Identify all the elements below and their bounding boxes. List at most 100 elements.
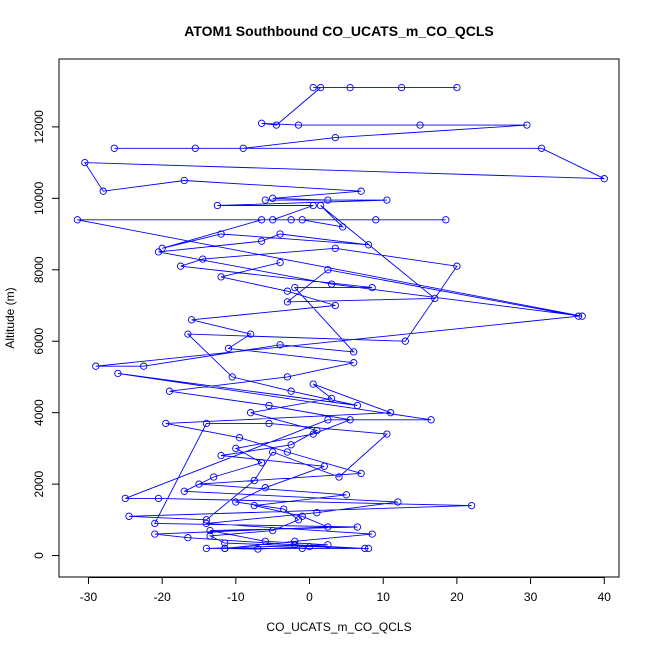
data-point (158, 244, 166, 252)
data-point (283, 373, 292, 381)
data-point (162, 419, 170, 428)
x-tick-label: 30 (524, 590, 538, 604)
data-point (239, 144, 247, 152)
data-point (364, 544, 373, 553)
data-point (283, 298, 292, 306)
x-axis: -30 -20 -10 0 10 20 30 40 (80, 577, 611, 604)
data-point (280, 505, 288, 513)
data-point (73, 216, 82, 224)
x-tick-label: 10 (377, 590, 391, 604)
data-point (81, 158, 89, 167)
data-point (257, 459, 266, 467)
data-point (235, 434, 244, 442)
data-point (394, 498, 402, 506)
data-point (320, 462, 328, 470)
data-point (453, 83, 461, 92)
data-point (416, 121, 424, 129)
data-point (364, 241, 373, 249)
data-point (298, 216, 306, 224)
data-point (180, 176, 188, 185)
data-point (335, 473, 343, 481)
data-point (309, 430, 317, 438)
data-point (232, 444, 240, 453)
y-tick-label: 6000 (32, 328, 46, 355)
data-point (537, 144, 546, 152)
data-point (316, 83, 325, 92)
data-point (578, 312, 586, 320)
chart-title: ATOM1 Southbound CO_UCATS_m_CO_QCLS (184, 23, 494, 39)
data-point (213, 201, 222, 210)
data-point (331, 133, 339, 142)
series-line (77, 87, 605, 550)
data-point (327, 394, 336, 403)
data-point (246, 330, 255, 338)
x-tick-label: -20 (153, 590, 171, 604)
data-point (276, 258, 284, 267)
data-point (202, 419, 211, 428)
data-point (184, 330, 192, 338)
data-point (298, 512, 306, 520)
data-point (92, 362, 100, 370)
data-point (202, 516, 211, 524)
data-point (309, 83, 317, 92)
data-point (165, 387, 174, 395)
data-point (324, 416, 332, 424)
data-point (523, 121, 531, 129)
x-tick-label: 40 (598, 590, 612, 604)
data-point (324, 266, 332, 274)
data-point (210, 473, 218, 481)
data-point (257, 119, 266, 127)
data-point (261, 484, 269, 492)
data-point (250, 476, 258, 485)
data-point (353, 523, 362, 531)
data-point (342, 491, 351, 499)
data-point (206, 532, 214, 540)
y-tick-label: 10000 (32, 181, 46, 215)
series-layer (73, 83, 608, 553)
data-point (287, 441, 295, 449)
data-point (254, 545, 262, 553)
y-tick-label: 12000 (32, 110, 46, 144)
data-point (291, 541, 299, 549)
data-point (453, 262, 461, 270)
data-point (309, 201, 317, 210)
data-point (224, 344, 233, 353)
data-point (269, 526, 277, 535)
data-point (467, 501, 476, 510)
data-point (250, 501, 258, 510)
data-point (265, 401, 273, 410)
data-point (386, 409, 395, 417)
data-point (316, 201, 325, 210)
data-point (195, 480, 203, 488)
data-point (261, 196, 269, 204)
data-point (151, 530, 159, 538)
data-point (217, 230, 225, 238)
data-point (357, 187, 365, 195)
data-point (276, 341, 284, 349)
data-point (151, 519, 159, 528)
data-point (324, 523, 332, 531)
x-tick-label: 20 (450, 590, 464, 604)
data-point (206, 526, 214, 535)
data-point (269, 448, 277, 456)
data-point (228, 373, 236, 381)
data-point (397, 83, 406, 92)
data-point (427, 416, 435, 424)
data-point (269, 216, 277, 224)
data-point (261, 537, 269, 545)
data-point (291, 537, 299, 545)
data-point (361, 544, 369, 553)
data-point (199, 255, 207, 263)
data-point (350, 348, 358, 356)
data-point (339, 223, 347, 231)
data-point (180, 487, 188, 495)
data-point (287, 216, 295, 224)
data-point (125, 512, 133, 520)
y-axis: 0 2000 4000 6000 8000 10000 12000 (32, 110, 59, 559)
data-point (298, 544, 306, 553)
data-point (600, 175, 608, 183)
data-point (140, 362, 148, 370)
data-point (217, 451, 225, 460)
data-point (257, 237, 266, 245)
